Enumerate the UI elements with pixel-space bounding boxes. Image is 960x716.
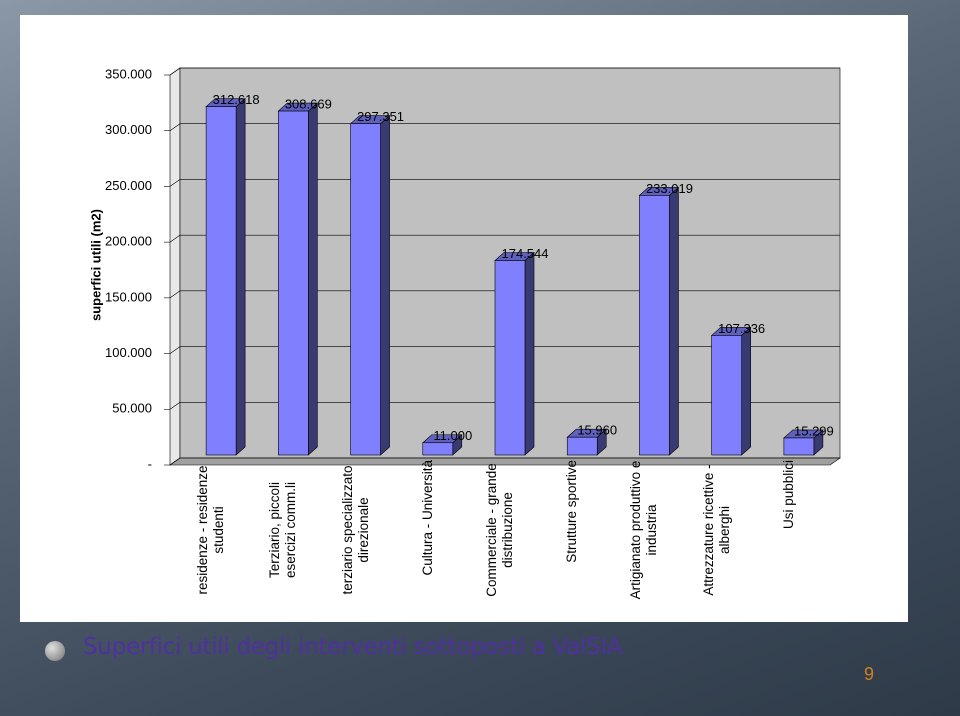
value-label: 174.544 [502, 246, 549, 261]
bar-front [711, 335, 742, 456]
bar-side [235, 97, 246, 456]
y-axis-title: superfici utili (m2) [88, 209, 103, 321]
bar [349, 114, 391, 456]
bar-front [422, 442, 454, 456]
x-tick-label: Terziario, piccoli esercizi comm.li [267, 481, 299, 579]
bar-side [524, 251, 535, 456]
bar-side [669, 186, 679, 456]
y-tick-label: 350.000 [105, 66, 152, 81]
page-number: 9 [864, 664, 875, 684]
caption: Superfici utili degli interventi sottopo… [83, 634, 623, 660]
value-label: 233.019 [646, 181, 693, 196]
y-tick-label: 200.000 [105, 234, 152, 249]
bar [638, 186, 680, 456]
y-tick-label: 100.000 [105, 345, 152, 360]
bar-front [783, 437, 815, 456]
bar [566, 428, 608, 456]
bar [494, 251, 535, 456]
bar [277, 102, 319, 456]
grid-line-side [169, 234, 181, 243]
bar-side [380, 114, 390, 456]
y-tick-label: 250.000 [105, 178, 152, 193]
bar-side [741, 326, 751, 456]
grid-line-side [169, 346, 181, 354]
grid-line-side [169, 67, 181, 76]
grid-line-side [169, 402, 181, 410]
value-label: 107.336 [718, 321, 765, 336]
x-tick-label: Attrezzature ricettive - alberghi [700, 464, 732, 596]
bar [421, 434, 463, 456]
bar-front [350, 123, 381, 456]
bar-side [308, 102, 318, 456]
value-label: 297.351 [357, 109, 404, 124]
bar-front [278, 110, 309, 456]
grid-line-side [169, 123, 181, 131]
x-tick-label: terziario specializzato direzionale [339, 465, 371, 595]
y-tick-label: 50.000 [112, 401, 152, 416]
bar [710, 326, 752, 456]
x-tick-label: residenze - residenze studenti [195, 465, 227, 595]
grid-line-side [169, 290, 181, 299]
grid-line-side [169, 179, 181, 187]
bar-front [494, 260, 526, 456]
bar-front [566, 436, 598, 456]
grid-line-side [169, 457, 181, 466]
y-tick-label: 150.000 [105, 289, 152, 304]
y-tick-label: 300.000 [105, 122, 152, 137]
value-label: 308.669 [285, 96, 332, 111]
value-label: 11.000 [433, 428, 472, 443]
x-tick-label: Cultura - Università [419, 460, 435, 576]
x-tick-label: Commerciale - grande distribuzione [484, 463, 515, 597]
bar [783, 429, 824, 456]
x-tick-label: Usi pubblici [780, 460, 796, 530]
value-label: 15.960 [577, 423, 617, 438]
x-tick-label: Artigianato produttivo e industria [628, 460, 660, 600]
bullet [45, 641, 65, 661]
value-label: 15.299 [794, 423, 834, 438]
x-tick-label: Strutture sportive [564, 460, 580, 563]
y-tick-label: - [148, 456, 152, 471]
bar-front [639, 195, 670, 456]
bar-front [205, 106, 237, 456]
bar [205, 97, 246, 456]
value-label: 312.618 [213, 92, 260, 107]
